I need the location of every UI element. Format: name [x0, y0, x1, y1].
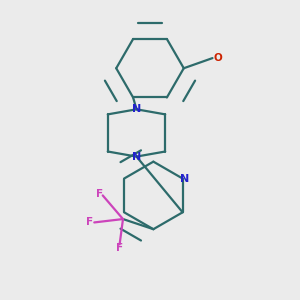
Text: F: F [86, 218, 94, 227]
Text: N: N [132, 152, 141, 162]
Text: F: F [96, 189, 103, 199]
Text: F: F [116, 243, 123, 253]
Text: N: N [180, 173, 189, 184]
Text: O: O [214, 53, 222, 63]
Text: N: N [132, 104, 141, 114]
